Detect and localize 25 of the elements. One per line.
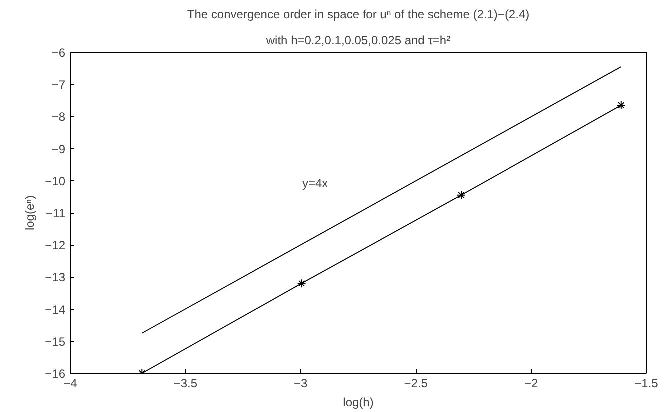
annotation: y=4x bbox=[302, 176, 328, 190]
point bbox=[297, 279, 306, 288]
y-tick-label: −8 bbox=[52, 110, 66, 124]
y-tick-label: −7 bbox=[52, 78, 66, 92]
x-tick-label: −1.5 bbox=[634, 376, 659, 390]
y-tick-label: −13 bbox=[45, 270, 66, 285]
y-tick-label: −12 bbox=[45, 238, 66, 253]
x-tick-label: −4 bbox=[64, 376, 78, 390]
y-tick-label: −16 bbox=[45, 367, 66, 381]
chart-title: The convergence order in space for uⁿ of the scheme (2.1)−(2.4) bbox=[187, 8, 530, 22]
point bbox=[456, 190, 466, 200]
y-tick-label: −10 bbox=[45, 174, 66, 188]
y-tick-label: −14 bbox=[45, 302, 66, 317]
x-tick-label: −3 bbox=[294, 376, 308, 390]
x-tick-label: −2.5 bbox=[404, 376, 428, 390]
x-tick-label: −3.5 bbox=[174, 376, 198, 390]
x-axis-title: log(h) bbox=[343, 396, 374, 410]
y-axis-title: log(eⁿ) bbox=[23, 195, 38, 231]
point bbox=[616, 100, 626, 110]
x-tick-label: −2 bbox=[524, 376, 538, 390]
y-tick-label: −11 bbox=[46, 206, 66, 220]
y-tick-label: −15 bbox=[45, 334, 66, 349]
y-tick-label: −6 bbox=[52, 46, 66, 60]
chart-subtitle: with h=0.2,0.1,0.05,0.025 and τ=h² bbox=[265, 34, 451, 48]
y-tick-label: −9 bbox=[52, 142, 66, 156]
